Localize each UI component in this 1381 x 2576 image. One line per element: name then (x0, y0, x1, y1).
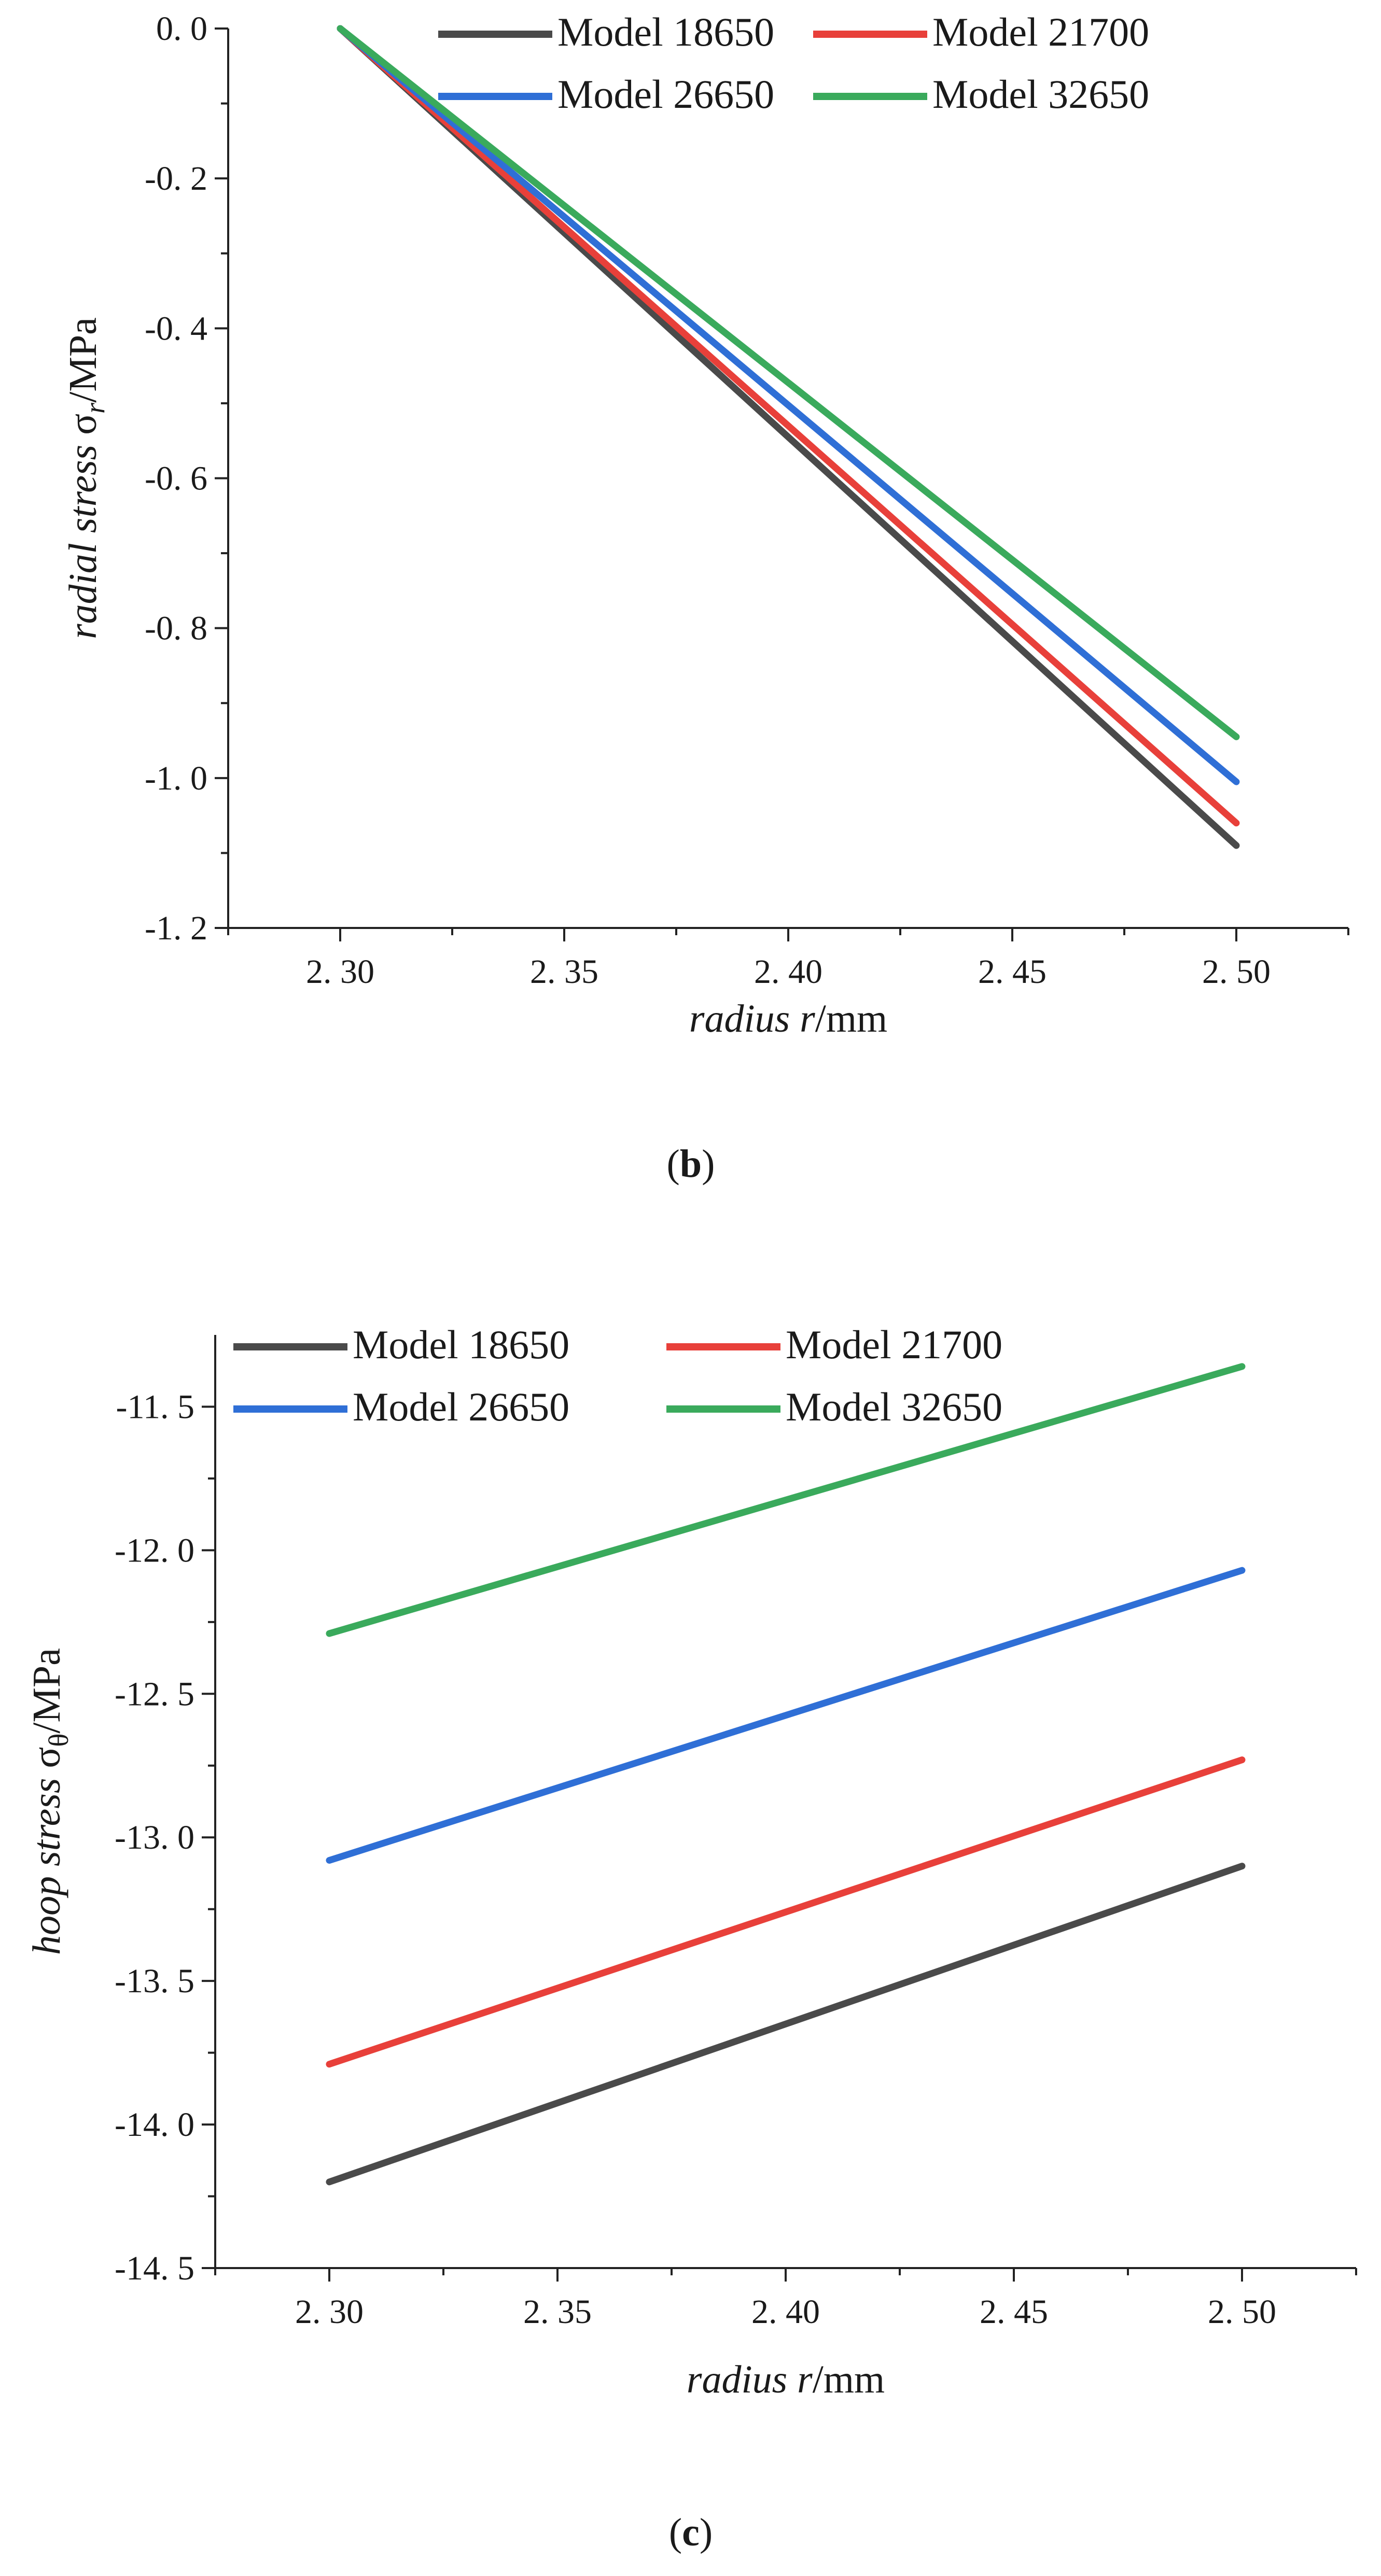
legend-label: Model 18650 (557, 9, 774, 54)
x-tick-label: 2. 30 (295, 2293, 364, 2331)
series-line-model-21700 (326, 1756, 1246, 2068)
x-tick-label: 2. 35 (530, 953, 598, 991)
y-tick-label: -12. 0 (115, 1531, 194, 1569)
x-tick-label: 2. 45 (980, 2293, 1048, 2331)
x-tick-label: 2. 50 (1202, 953, 1271, 991)
x-tick-label: 2. 30 (306, 953, 374, 991)
y-tick-label: -0. 4 (145, 309, 207, 347)
x-axis-label: radius r/mm (689, 997, 887, 1040)
y-tick-label: -1. 2 (145, 909, 207, 947)
panel-caption: (c) (669, 2511, 713, 2554)
series-line-model-21700 (337, 25, 1240, 827)
y-axis-label: hoop stress σθ/MPa (25, 1648, 74, 1955)
legend-label: Model 26650 (353, 1384, 569, 1429)
x-tick-label: 2. 50 (1208, 2293, 1276, 2331)
x-tick-label: 2. 40 (751, 2293, 820, 2331)
series-line-model-32650 (337, 25, 1240, 740)
y-tick-label: -13. 0 (115, 1819, 194, 1856)
legend: Model 18650 Model 21700 Model 26650 Model 3… (233, 1322, 1002, 1429)
legend-label: Model 32650 (932, 72, 1149, 117)
y-tick-label: -13. 5 (115, 1962, 194, 2000)
x-tick-label: 2. 35 (523, 2293, 592, 2331)
x-axis-label: radius r/mm (687, 2358, 885, 2401)
legend-label: Model 32650 (786, 1384, 1002, 1429)
x-tick-label: 2. 40 (754, 953, 822, 991)
legend-label: Model 18650 (353, 1322, 569, 1367)
y-axis-label: radial stress σr/MPa (61, 317, 110, 639)
y-tick-label: -11. 5 (116, 1388, 194, 1426)
series-line-model-26650 (326, 1567, 1246, 1864)
y-tick-label: -14. 0 (115, 2106, 194, 2144)
series-line-model-26650 (337, 25, 1240, 785)
series-line-model-32650 (326, 1363, 1246, 1637)
y-tick-label: -0. 6 (145, 460, 207, 498)
y-tick-label: -14. 5 (115, 2249, 194, 2287)
x-tick-label: 2. 45 (978, 953, 1047, 991)
series-line-model-18650 (326, 1863, 1246, 2186)
chart-panel-c: -11. 5 -12. 0 -12. 5 -13. 0 -13. 5 -14. 0 -14.… (25, 1322, 1357, 2554)
legend-label: Model 26650 (557, 72, 774, 117)
legend-label: Model 21700 (786, 1322, 1002, 1367)
y-tick-label: -1. 0 (145, 759, 207, 797)
panel-caption: (b) (667, 1142, 715, 1186)
legend: Model 18650 Model 21700 Model 26650 Model 3… (438, 9, 1149, 117)
y-tick-label: 0. 0 (156, 10, 207, 48)
legend-label: Model 21700 (932, 9, 1149, 54)
chart-panel-b: 0. 0 -0. 2 -0. 4 -0. 6 -0. 8 -1. 0 -1. 2 2. 30 2… (61, 9, 1349, 1186)
y-tick-label: -0. 8 (145, 610, 207, 647)
y-tick-label: -12. 5 (115, 1675, 194, 1713)
y-tick-label: -0. 2 (145, 160, 207, 198)
